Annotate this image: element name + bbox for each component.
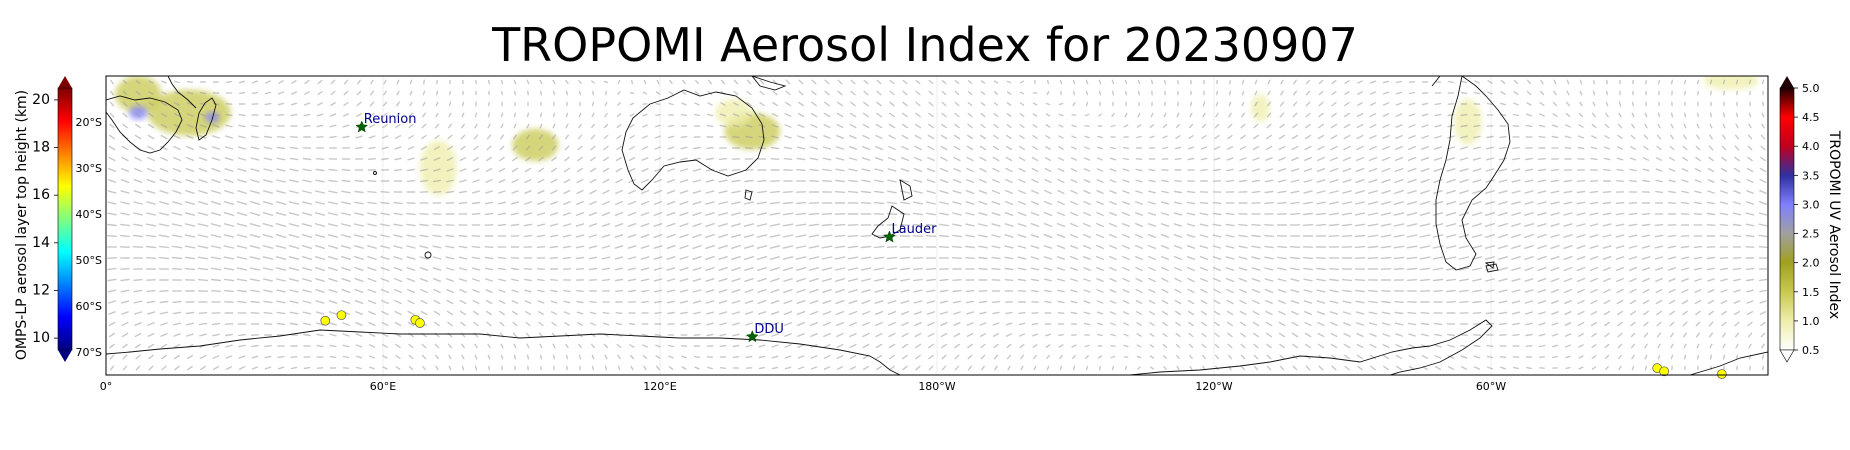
site-label: Reunion (364, 112, 417, 127)
site-marker (355, 120, 369, 133)
omps-point (415, 318, 425, 328)
colorbar-tick-label: 18 (32, 140, 50, 156)
latitude-label: 70°S (76, 346, 102, 359)
site-label: DDU (754, 322, 784, 337)
aerosol-patch (1454, 99, 1482, 145)
latitude-label: 50°S (76, 254, 102, 267)
wind-arrows (107, 79, 1768, 371)
coastline-madagascar (195, 97, 217, 141)
colorbar-tick-label: 12 (32, 282, 50, 298)
coastline-macquarie (1484, 261, 1495, 269)
colorbar-tick-label: 10 (32, 330, 50, 346)
site-marker (883, 230, 896, 243)
longitude-label: 180°W (918, 380, 955, 393)
latitude-labels: 20°S 30°S 40°S 50°S 60°S 70°S (76, 116, 102, 359)
coastline-antarctica-atlantic (1689, 351, 1768, 375)
aerosol-patch (419, 140, 457, 196)
left-colorbar-label: OMPS-LP aerosol layer top height (km) (14, 90, 30, 360)
coastline-australia (621, 89, 765, 191)
aerosol-patch (512, 128, 559, 162)
latitude-label: 40°S (76, 208, 102, 221)
colorbar-tick-label: 2.5 (1802, 228, 1820, 241)
coastline-antarctica-west (1129, 319, 1493, 375)
site-marker (745, 330, 759, 343)
coastline-africa (106, 95, 183, 154)
colorbar-tick-label: 14 (32, 235, 50, 251)
latitude-label: 60°S (76, 300, 102, 313)
map-panel: Reunion Lauder DDU (105, 75, 1769, 379)
coastline-new-zealand-north (899, 179, 913, 201)
coastline-falklands (1485, 263, 1499, 273)
left-colorbar-ticks: 10 12 14 16 18 20 (32, 92, 58, 346)
coastline-new-zealand (871, 205, 905, 239)
right-colorbar-label: TROPOMI UV Aerosol Index (1826, 130, 1842, 319)
wind-vectors (107, 79, 1768, 371)
left-colorbar: 10 12 14 16 18 20 OMPS-LP aerosol layer top h… (14, 76, 73, 362)
longitude-label: 0° (100, 380, 113, 393)
left-colorbar-min-extend (58, 350, 72, 362)
coastline-antarctica-east (106, 329, 901, 375)
right-colorbar-ticks: 0.5 1.0 1.5 2.0 2.5 3.0 3.5 4.0 4.5 5.0 (1794, 82, 1820, 357)
colorbar-tick-label: 20 (32, 92, 50, 108)
right-colorbar-min-extend (1779, 349, 1795, 363)
colorbar-tick-label: 16 (32, 187, 50, 203)
site-label: Lauder (891, 222, 937, 237)
left-colorbar-max-extend (58, 76, 72, 88)
colorbar-tick-label: 1.0 (1802, 315, 1820, 328)
aerosol-patch (1250, 94, 1270, 122)
coastline-tasmania (744, 189, 753, 201)
coastline-new-guinea (751, 76, 787, 91)
omps-point (1716, 369, 1727, 379)
coastline-amsterdam (373, 171, 377, 175)
aerosol-patch (715, 99, 753, 127)
longitude-label: 120°W (1195, 380, 1232, 393)
longitude-label: 60°W (1476, 380, 1506, 393)
longitude-label: 60°E (370, 380, 396, 393)
omps-point (1659, 366, 1669, 377)
coastline-south-america (1431, 76, 1511, 271)
coastline-kerguelen (424, 251, 432, 259)
aerosol-patch (1703, 76, 1759, 90)
colorbar-tick-label: 1.5 (1802, 286, 1820, 299)
colorbar-tick-label: 0.5 (1802, 344, 1820, 357)
colorbar-tick-label: 5.0 (1802, 82, 1820, 95)
latitude-label: 20°S (76, 116, 102, 129)
coastline-africa-north (167, 76, 197, 109)
omps-point (320, 315, 331, 326)
colorbar-tick-label: 4.5 (1802, 111, 1820, 124)
omps-observations (320, 310, 1727, 379)
map-title: TROPOMI Aerosol Index for 20230907 (492, 18, 1358, 72)
longitude-labels: 0° 60°E 120°E 180°W 120°W 60°W (100, 380, 1507, 393)
aerosol-patch (205, 111, 220, 123)
colorbar-tick-label: 2.0 (1802, 257, 1820, 270)
longitude-label: 120°E (643, 380, 676, 393)
latitude-label: 30°S (76, 162, 102, 175)
colorbar-tick-label: 3.5 (1802, 169, 1820, 182)
left-colorbar-bar (57, 87, 73, 351)
station-sites: Reunion Lauder DDU (355, 112, 937, 343)
right-colorbar-max-extend (1780, 76, 1794, 88)
right-colorbar-bar (1779, 87, 1795, 351)
map-frame (105, 75, 1769, 376)
colorbar-tick-label: 4.0 (1802, 140, 1820, 153)
right-colorbar: 0.5 1.0 1.5 2.0 2.5 3.0 3.5 4.0 4.5 5.0 TROPOMI U… (1779, 76, 1842, 363)
aerosol-patch (147, 89, 231, 136)
coastlines (106, 76, 1768, 375)
omps-point (336, 310, 347, 321)
colorbar-tick-label: 3.0 (1802, 198, 1820, 211)
aerosol-patch (129, 105, 148, 120)
